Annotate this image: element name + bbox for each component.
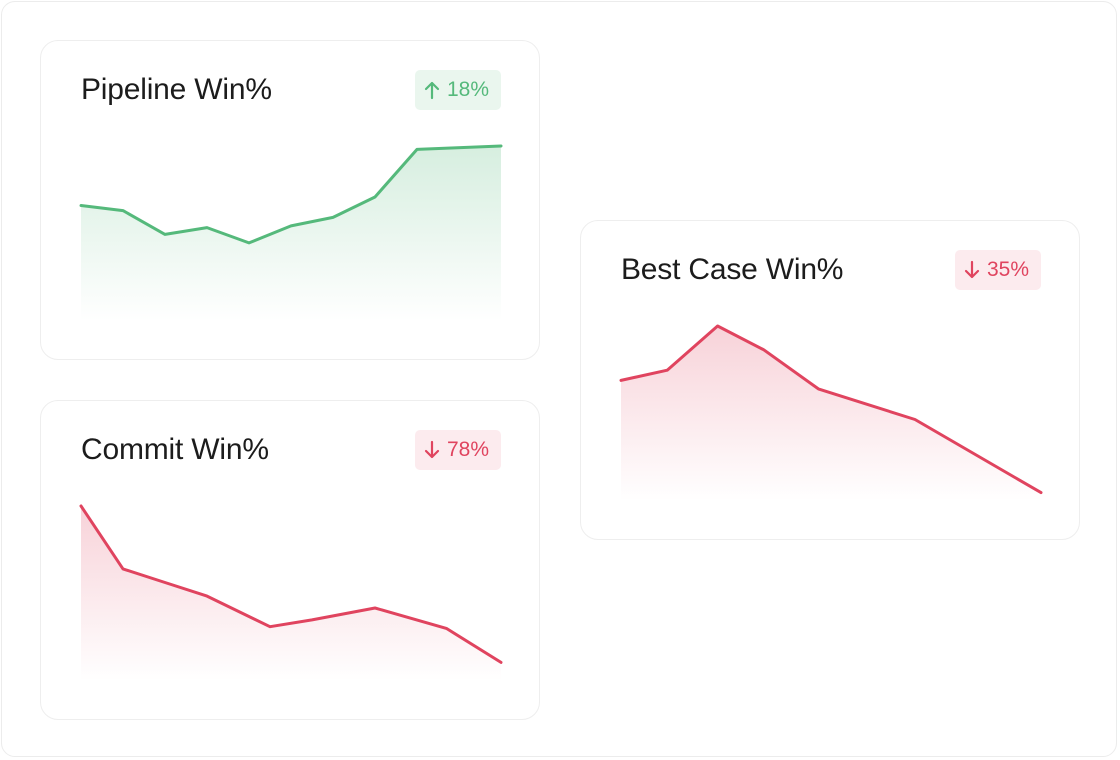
pipeline-win-card[interactable]: Pipeline Win% 18% — [40, 40, 540, 360]
trend-badge: 35% — [954, 250, 1041, 290]
area-fill — [621, 326, 1041, 501]
commit-win-card[interactable]: Commit Win% 78% — [40, 400, 540, 720]
best-case-win-card[interactable]: Best Case Win% 35% — [580, 220, 1080, 540]
pipeline-win-chart — [79, 144, 503, 321]
card-title: Pipeline Win% — [81, 73, 272, 106]
best-case-win-chart — [619, 324, 1043, 501]
commit-win-chart — [79, 504, 503, 681]
trend-value: 78% — [446, 438, 489, 461]
area-fill — [81, 146, 501, 321]
area-fill — [81, 506, 501, 681]
trend-value: 35% — [986, 258, 1029, 281]
card-title: Commit Win% — [81, 433, 269, 466]
arrow-down-icon — [963, 260, 981, 280]
arrow-up-icon — [423, 80, 441, 100]
series-line — [79, 144, 503, 245]
card-title: Best Case Win% — [621, 253, 844, 286]
trend-badge: 78% — [414, 430, 501, 470]
trend-badge: 18% — [414, 70, 501, 110]
arrow-down-icon — [423, 440, 441, 460]
trend-value: 18% — [446, 78, 489, 101]
